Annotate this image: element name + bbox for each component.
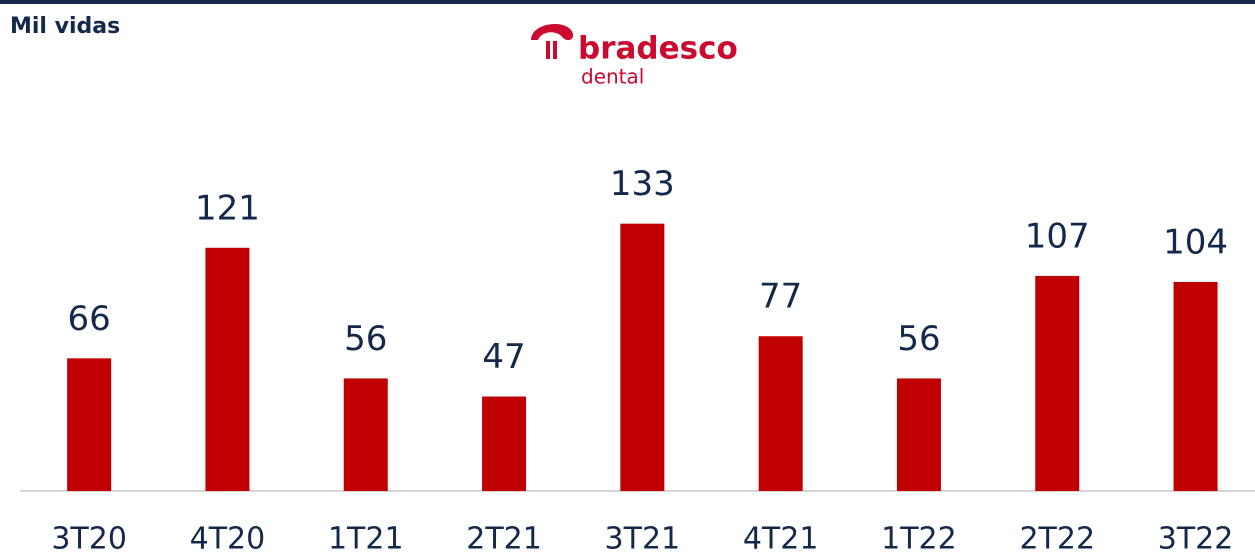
value-label: 56 <box>344 319 387 359</box>
logo: bradesco dental <box>531 23 738 89</box>
unit-label: Mil vidas <box>10 14 120 39</box>
bar <box>343 378 388 491</box>
bar <box>67 358 112 491</box>
logo-sub: dental <box>581 65 644 89</box>
bar <box>896 378 941 491</box>
value-label: 107 <box>1025 216 1090 256</box>
top-border <box>0 0 1255 4</box>
value-label: 66 <box>68 299 111 339</box>
x-tick-label: 3T20 <box>51 522 127 553</box>
value-label: 47 <box>482 337 525 377</box>
value-label: 133 <box>610 164 675 204</box>
value-label: 77 <box>759 277 802 317</box>
value-label: 56 <box>897 319 940 359</box>
logo-icon-bar <box>546 41 550 59</box>
bar <box>620 223 665 492</box>
x-tick-label: 3T22 <box>1158 522 1234 553</box>
logo-brand: bradesco <box>578 31 738 67</box>
bar <box>1173 281 1218 491</box>
bar <box>482 396 527 491</box>
x-tick-label: 3T21 <box>605 522 681 553</box>
logo-icon <box>531 23 574 41</box>
logo-icon-bar <box>553 41 557 59</box>
x-tick-label: 1T21 <box>328 522 404 553</box>
bar <box>758 336 803 491</box>
x-tick-label: 4T20 <box>190 522 266 553</box>
x-tick-label: 1T22 <box>881 522 957 553</box>
bar <box>205 247 250 491</box>
x-tick-label: 2T21 <box>466 522 542 553</box>
x-tick-label: 2T22 <box>1019 522 1095 553</box>
bar <box>1035 275 1080 491</box>
value-label: 121 <box>195 188 260 228</box>
value-label: 104 <box>1163 222 1228 262</box>
x-tick-label: 4T21 <box>743 522 819 553</box>
